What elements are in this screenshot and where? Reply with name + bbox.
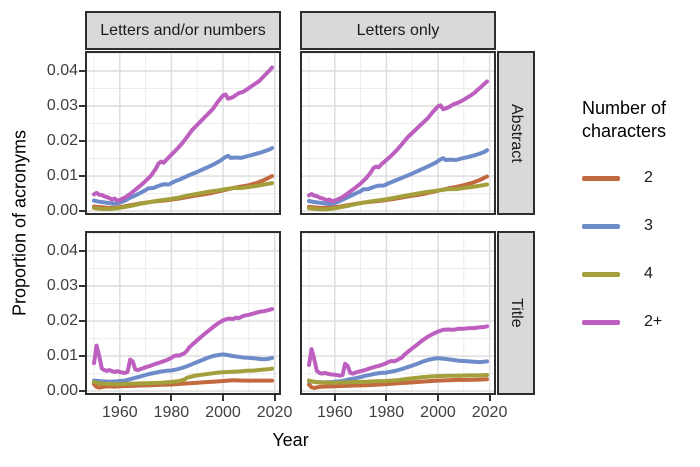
legend-entry-label: 4	[644, 265, 653, 282]
y-tick-label: 0.01	[46, 167, 78, 185]
x-tick-label: 1980	[153, 404, 190, 421]
x-axis-title: Year	[272, 430, 309, 450]
panel-abstract-letters-and-or-numbers	[85, 51, 281, 215]
facet-strip-label: Abstract	[508, 103, 525, 163]
panel-title-letters-and-or-numbers	[85, 231, 281, 395]
x-tick-label: 2020	[471, 404, 508, 421]
legend-entry-2plus: 2+	[582, 313, 700, 330]
facet-strip-col-letters-only: Letters only	[300, 11, 496, 50]
legend-swatch-4	[582, 271, 620, 277]
y-tick-mark	[79, 69, 85, 72]
legend-title: Number of characters	[582, 98, 667, 141]
y-tick-mark	[79, 390, 85, 393]
y-tick-label: 0.04	[46, 241, 78, 259]
x-tick-mark	[436, 395, 439, 401]
legend: Number of characters 2 3 4 2+	[582, 97, 700, 362]
x-tick-mark	[118, 395, 121, 401]
panel-canvas	[85, 51, 281, 215]
facet-strip-label: Title	[508, 298, 525, 328]
x-tick-label: 1960	[102, 404, 138, 421]
legend-swatch-3	[582, 223, 620, 229]
y-tick-mark	[79, 105, 85, 108]
facet-strip-row-title: Title	[497, 231, 535, 395]
y-tick-label: 0.00	[46, 202, 78, 220]
x-tick-label: 2000	[205, 404, 241, 421]
y-tick-mark	[79, 210, 85, 213]
y-tick-mark	[79, 320, 85, 323]
facet-strip-col-letters-and-or-numbers: Letters and/or numbers	[85, 11, 281, 50]
y-tick-mark	[79, 249, 85, 252]
y-tick-label: 0.03	[46, 97, 78, 115]
y-tick-label: 0.02	[46, 132, 78, 150]
panel-canvas	[85, 231, 281, 395]
x-tick-label: 2000	[420, 404, 456, 421]
x-tick-mark	[221, 395, 224, 401]
facet-strip-label: Letters only	[356, 21, 440, 39]
x-tick-label: 1960	[317, 404, 353, 421]
y-tick-label: 0.01	[46, 347, 78, 365]
legend-entry-label: 2+	[644, 313, 663, 330]
y-tick-label: 0.02	[46, 312, 78, 330]
panel-canvas	[300, 51, 496, 215]
y-tick-mark	[79, 355, 85, 358]
y-tick-mark	[79, 285, 85, 288]
y-tick-label: 0.03	[46, 277, 78, 295]
legend-swatch-2	[582, 175, 620, 181]
panel-abstract-letters-only	[300, 51, 496, 215]
x-tick-label: 2020	[256, 404, 293, 421]
legend-entry-2: 2	[582, 169, 700, 186]
legend-entry-4: 4	[582, 265, 700, 282]
legend-entry-3: 3	[582, 217, 700, 234]
y-tick-mark	[79, 140, 85, 143]
facet-strip-row-abstract: Abstract	[497, 51, 535, 215]
x-tick-mark	[273, 395, 276, 401]
x-tick-mark	[170, 395, 173, 401]
panel-canvas	[300, 231, 496, 395]
x-tick-mark	[333, 395, 336, 401]
legend-entry-label: 3	[644, 217, 653, 234]
y-tick-label: 0.04	[46, 61, 78, 79]
y-tick-mark	[79, 175, 85, 178]
x-tick-mark	[385, 395, 388, 401]
x-tick-mark	[488, 395, 491, 401]
x-tick-label: 1980	[368, 404, 405, 421]
legend-swatch-2plus	[582, 319, 620, 325]
y-axis-title: Proportion of acronyms	[9, 129, 30, 317]
legend-entry-label: 2	[644, 169, 653, 186]
y-tick-label: 0.00	[46, 382, 78, 400]
facet-strip-label: Letters and/or numbers	[100, 21, 266, 39]
panel-title-letters-only	[300, 231, 496, 395]
